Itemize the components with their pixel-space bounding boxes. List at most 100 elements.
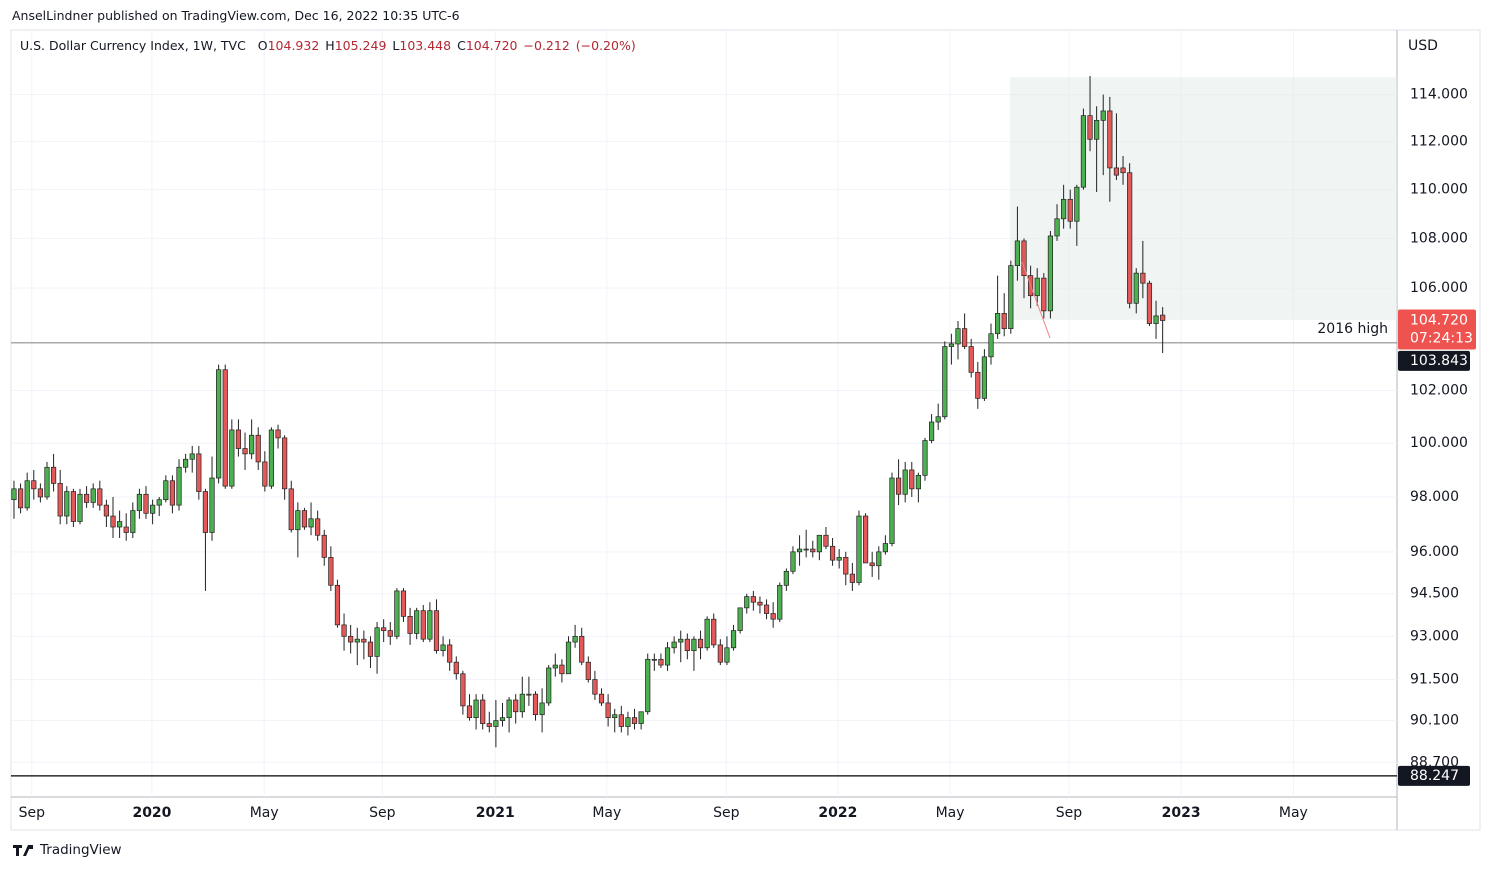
candle-body: [935, 416, 941, 423]
candle-body: [790, 551, 796, 572]
candle-body: [229, 429, 235, 487]
candle-body: [103, 504, 109, 517]
candle-body: [216, 369, 222, 479]
candle-body: [605, 702, 611, 719]
candle-body: [1047, 235, 1054, 312]
candle-body: [262, 461, 268, 487]
candle-body: [414, 610, 420, 634]
candle-body: [631, 717, 638, 724]
candle-body: [843, 557, 849, 575]
candle-body: [717, 644, 723, 663]
candle-body: [711, 618, 717, 646]
candle-body: [948, 343, 954, 347]
currency-label: USD: [1408, 38, 1438, 54]
legend-change: −0.212: [523, 38, 570, 53]
legend-key: L: [392, 38, 400, 53]
candle-body: [618, 714, 624, 727]
candle-body: [1067, 198, 1073, 222]
y-tick-label: 106.000: [1410, 280, 1468, 296]
candle-body: [31, 480, 37, 490]
y-tick-label: 94.500: [1410, 586, 1459, 602]
candle-body: [37, 488, 43, 498]
candle-body: [348, 635, 354, 643]
candle-body: [453, 661, 459, 675]
candle-body: [552, 664, 558, 669]
candle-body: [249, 434, 255, 455]
candle-body: [196, 453, 202, 492]
y-tick-label: 93.000: [1410, 628, 1459, 644]
candle-body: [143, 493, 149, 514]
legend-key: C: [457, 38, 466, 53]
candle-body: [909, 469, 915, 490]
candle-body: [136, 493, 143, 511]
candle-body: [1001, 313, 1007, 329]
candle-body: [955, 328, 961, 345]
x-tick-label: May: [1279, 805, 1308, 821]
candle-body: [156, 499, 162, 506]
candle-body: [315, 518, 321, 536]
candle-body: [400, 590, 407, 617]
candle-body: [473, 699, 479, 719]
candle-body: [1153, 315, 1159, 324]
legend-value: 103.448: [399, 38, 452, 53]
candle-body: [480, 699, 486, 724]
candle-body: [882, 543, 888, 553]
candle-body: [1054, 218, 1060, 237]
candle-body: [1087, 115, 1093, 140]
candle-body: [150, 504, 156, 514]
logo-icon: [13, 845, 33, 856]
price-line-label: 103.843: [1410, 353, 1468, 369]
candle-body: [90, 488, 96, 503]
y-tick-label: 98.000: [1410, 489, 1459, 505]
candle-body: [1160, 314, 1166, 321]
candle-body: [420, 610, 426, 640]
candle-body: [202, 491, 209, 533]
candle-body: [598, 693, 605, 704]
candle-body: [565, 641, 572, 675]
candle-body: [546, 667, 552, 704]
candle-body: [625, 717, 631, 727]
candle-body: [255, 434, 261, 463]
candle-body: [466, 705, 473, 719]
candle-body: [532, 693, 539, 716]
y-tick-label: 112.000: [1410, 134, 1468, 150]
candle-body: [922, 440, 928, 476]
candle-body: [526, 693, 532, 696]
x-tick-label: Sep: [369, 805, 396, 821]
legend-value: 105.249: [334, 38, 387, 53]
candle-body: [869, 562, 875, 567]
candle-body: [592, 679, 598, 695]
candle-body: [796, 548, 803, 553]
y-tick-label: 108.000: [1410, 230, 1468, 246]
candle-body: [209, 477, 215, 533]
x-tick-label: 2021: [476, 805, 515, 821]
candle-body: [1127, 172, 1133, 304]
candle-body: [975, 371, 981, 399]
candle-body: [64, 491, 70, 517]
candle-body: [585, 661, 591, 680]
brand: TradingView: [40, 842, 122, 858]
x-tick-label: Sep: [19, 805, 46, 821]
legend-value: 104.720: [465, 38, 518, 53]
candle-body: [777, 584, 783, 620]
candle-body: [427, 610, 433, 640]
candle-body: [50, 466, 57, 484]
candle-body: [440, 644, 446, 652]
candle-body: [638, 711, 644, 724]
price-line-label-box: [1398, 350, 1470, 371]
candle-body: [288, 488, 294, 531]
candle-body: [862, 515, 869, 564]
candle-body: [493, 720, 499, 727]
candle-body: [1080, 115, 1087, 188]
x-tick-label: Sep: [1056, 805, 1083, 821]
candle-body: [110, 515, 116, 528]
candle-body: [447, 644, 453, 663]
candle-body: [730, 630, 737, 649]
candle-body: [1140, 272, 1146, 284]
candle-body: [361, 638, 367, 643]
candle-body: [1146, 282, 1153, 324]
candle-body: [1061, 198, 1067, 220]
candle-body: [222, 369, 228, 487]
price-line-label: 88.247: [1410, 768, 1459, 784]
x-tick-label: Sep: [713, 805, 740, 821]
